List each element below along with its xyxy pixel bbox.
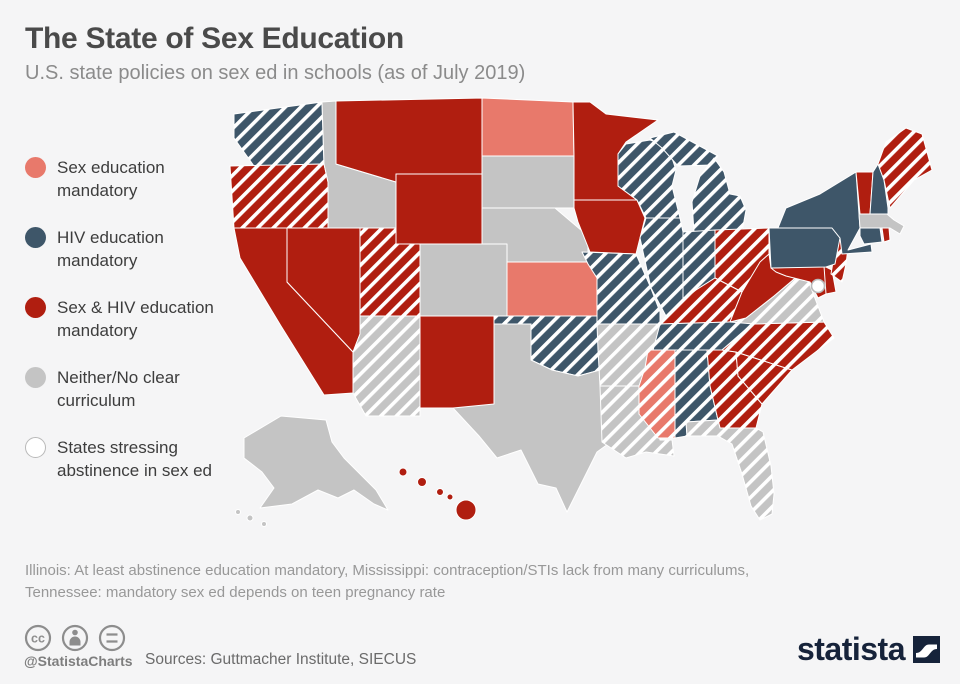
statista-logo-text: statista: [796, 631, 906, 667]
legend-label-sex_ed: Sex education mandatory: [57, 158, 165, 200]
legend-label-sex_hiv_ed: Sex & HIV education mandatory: [57, 298, 214, 340]
us-map-container: WashingtonOregonCaliforniaNevadaIdahoMon…: [226, 86, 948, 556]
statista-logo-mark: [913, 635, 940, 663]
legend-swatch-sex_hiv_ed: [25, 297, 46, 318]
legend-label-hiv_ed: HIV education mandatory: [57, 228, 164, 270]
legend-item-sex_ed: Sex education mandatory: [25, 156, 235, 202]
legend-label-abstinence: States stressing abstinence in sex ed: [57, 438, 212, 480]
state-DC: District of Columbia: [810, 278, 826, 294]
legend-label-neither: Neither/No clear curriculum: [57, 368, 180, 410]
us-choropleth-map: WashingtonOregonCaliforniaNevadaIdahoMon…: [229, 97, 933, 527]
attribution-person-icon: [61, 624, 89, 652]
footnote-line-2: Tennessee: mandatory sex ed depends on t…: [25, 584, 446, 601]
no-derivs-equals-icon: [98, 624, 126, 652]
state-MT: Montana: [335, 97, 483, 183]
state-AK: Alaska: [235, 415, 389, 527]
state-ME: Maine: [877, 127, 933, 209]
legend-swatch-sex_ed: [25, 157, 46, 178]
state-CT: Connecticut: [859, 227, 883, 245]
legend-item-neither: Neither/No clear curriculum: [25, 366, 235, 412]
state-MI: Michigan: [649, 131, 747, 233]
state-HI: Hawaii: [398, 467, 477, 521]
page-title: The State of Sex Education: [25, 22, 404, 55]
state-RI: Rhode Island: [881, 227, 891, 243]
footnote-line-1: Illinois: At least abstinence education …: [25, 562, 750, 579]
statista-charts-handle: @StatistaCharts: [24, 653, 133, 669]
legend-item-abstinence: States stressing abstinence in sex ed: [25, 436, 235, 482]
page-subtitle: U.S. state policies on sex ed in schools…: [25, 62, 526, 84]
svg-text:cc: cc: [31, 632, 45, 646]
state-SD: South Dakota: [481, 155, 575, 209]
state-TX: Texas: [452, 323, 609, 513]
state-ND: North Dakota: [481, 97, 575, 157]
state-AZ: Arizona: [352, 315, 421, 417]
state-WY: Wyoming: [395, 173, 483, 245]
state-WA: Washington: [233, 101, 325, 167]
state-OR: Oregon: [229, 163, 329, 229]
cc-icon: [24, 624, 52, 652]
statista-logo: statista: [797, 633, 940, 665]
state-KS: Kansas: [506, 261, 598, 317]
legend-swatch-hiv_ed: [25, 227, 46, 248]
state-NY: New York: [777, 171, 873, 255]
map-legend: Sex education mandatory HIV education man…: [25, 156, 235, 506]
state-CO: Colorado: [419, 243, 508, 317]
legend-item-sex_hiv_ed: Sex & HIV education mandatory: [25, 296, 235, 342]
footnote: Illinois: At least abstinence education …: [25, 560, 935, 604]
sources-text: Sources: Guttmacher Institute, SIECUS: [145, 651, 417, 668]
state-FL: Florida: [685, 419, 775, 521]
creative-commons-license-icons: cc: [24, 624, 126, 652]
state-DE: Delaware: [823, 265, 837, 295]
state-NM: New Mexico: [419, 315, 495, 409]
state-MA: Massachusetts: [858, 213, 905, 235]
legend-item-hiv_ed: HIV education mandatory: [25, 226, 235, 272]
state-PA: Pennsylvania: [768, 227, 841, 269]
legend-swatch-neither: [25, 367, 46, 388]
legend-swatch-abstinence: [25, 437, 46, 458]
